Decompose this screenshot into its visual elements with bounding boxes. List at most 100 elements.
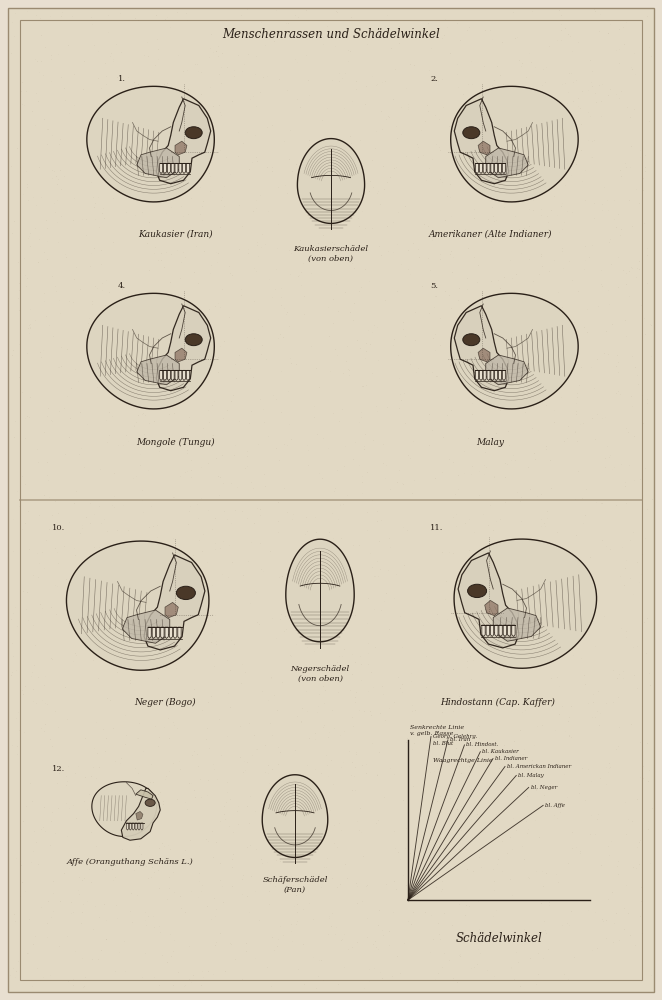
Ellipse shape xyxy=(185,127,202,139)
Text: Negerschädel
(von oben): Negerschädel (von oben) xyxy=(291,665,350,683)
Polygon shape xyxy=(66,541,209,670)
Text: Menschenrassen und Schädelwinkel: Menschenrassen und Schädelwinkel xyxy=(222,28,440,41)
Polygon shape xyxy=(478,141,490,155)
Text: bl. Kaukasier: bl. Kaukasier xyxy=(483,749,519,754)
Polygon shape xyxy=(187,370,189,380)
Polygon shape xyxy=(493,608,541,641)
Text: Kaukasier (Iran): Kaukasier (Iran) xyxy=(138,230,213,239)
Text: Kaukasierschädel
(von oben): Kaukasierschädel (von oben) xyxy=(293,245,369,263)
Polygon shape xyxy=(475,370,479,380)
Text: Schäferschädel
(Pan): Schäferschädel (Pan) xyxy=(262,876,328,894)
Polygon shape xyxy=(491,163,494,174)
Text: 12.: 12. xyxy=(52,765,66,773)
Polygon shape xyxy=(137,355,179,385)
Polygon shape xyxy=(137,148,179,178)
Text: Amerikaner (Alte Indianer): Amerikaner (Alte Indianer) xyxy=(428,230,551,239)
Polygon shape xyxy=(262,775,328,857)
Polygon shape xyxy=(171,163,174,174)
Polygon shape xyxy=(487,163,490,174)
Polygon shape xyxy=(183,163,185,174)
Polygon shape xyxy=(495,370,498,380)
Ellipse shape xyxy=(463,127,480,139)
Text: Neger (Bogo): Neger (Bogo) xyxy=(134,698,196,707)
Polygon shape xyxy=(87,86,214,202)
Polygon shape xyxy=(121,788,160,840)
Polygon shape xyxy=(502,163,505,174)
Polygon shape xyxy=(87,293,214,409)
Polygon shape xyxy=(451,86,578,202)
Polygon shape xyxy=(482,625,485,637)
Polygon shape xyxy=(297,139,365,223)
Polygon shape xyxy=(503,625,506,637)
Ellipse shape xyxy=(176,586,195,600)
Polygon shape xyxy=(141,823,143,830)
Polygon shape xyxy=(144,555,205,650)
Polygon shape xyxy=(491,370,494,380)
Polygon shape xyxy=(486,625,489,637)
Text: 5.: 5. xyxy=(430,282,438,290)
Polygon shape xyxy=(175,348,187,362)
Polygon shape xyxy=(175,163,178,174)
Polygon shape xyxy=(451,293,578,409)
Polygon shape xyxy=(156,627,160,639)
Polygon shape xyxy=(92,782,157,836)
Polygon shape xyxy=(126,823,128,830)
Polygon shape xyxy=(179,163,182,174)
Polygon shape xyxy=(165,627,168,639)
Polygon shape xyxy=(512,625,515,637)
Polygon shape xyxy=(136,811,143,820)
Polygon shape xyxy=(171,370,174,380)
Polygon shape xyxy=(169,627,173,639)
Polygon shape xyxy=(502,370,505,380)
Polygon shape xyxy=(183,370,185,380)
Text: bl. Blut: bl. Blut xyxy=(433,741,453,746)
Text: bl. Indianer: bl. Indianer xyxy=(495,756,527,761)
Polygon shape xyxy=(485,600,498,616)
Text: bl. Americkan Indianer: bl. Americkan Indianer xyxy=(507,764,571,769)
Polygon shape xyxy=(148,627,151,639)
Polygon shape xyxy=(122,610,169,643)
Polygon shape xyxy=(454,99,508,184)
Text: Waagrechtge Linie: Waagrechtge Linie xyxy=(433,758,493,763)
Ellipse shape xyxy=(185,334,202,346)
Polygon shape xyxy=(478,348,490,362)
Text: bl. Malay: bl. Malay xyxy=(518,773,544,778)
Ellipse shape xyxy=(467,584,487,598)
Polygon shape xyxy=(136,790,153,799)
Text: Schädelwinkel: Schädelwinkel xyxy=(455,932,542,945)
Polygon shape xyxy=(164,163,167,174)
Text: Senkrechte Linie
v. gelb. Rasse: Senkrechte Linie v. gelb. Rasse xyxy=(410,725,464,736)
Text: bl. Hindost.: bl. Hindost. xyxy=(467,742,498,747)
Polygon shape xyxy=(179,370,182,380)
Polygon shape xyxy=(187,163,189,174)
Text: bl. Affe: bl. Affe xyxy=(545,803,565,808)
Text: 2.: 2. xyxy=(430,75,438,83)
Text: Affe (Oranguthang Schäns L.): Affe (Oranguthang Schäns L.) xyxy=(67,858,193,866)
Polygon shape xyxy=(167,163,170,174)
Polygon shape xyxy=(156,306,211,391)
Ellipse shape xyxy=(463,334,480,346)
Text: 1.: 1. xyxy=(118,75,126,83)
Polygon shape xyxy=(156,99,211,184)
Polygon shape xyxy=(458,553,519,648)
Polygon shape xyxy=(132,823,134,830)
Polygon shape xyxy=(487,370,490,380)
Polygon shape xyxy=(499,625,502,637)
Polygon shape xyxy=(286,539,354,642)
Polygon shape xyxy=(454,539,596,668)
Polygon shape xyxy=(479,163,483,174)
Polygon shape xyxy=(508,625,511,637)
Text: 10.: 10. xyxy=(52,524,66,532)
Polygon shape xyxy=(175,141,187,155)
Text: 4.: 4. xyxy=(118,282,126,290)
Text: Mongole (Tungu): Mongole (Tungu) xyxy=(136,438,214,447)
FancyBboxPatch shape xyxy=(8,8,654,992)
Text: bl. Neger: bl. Neger xyxy=(531,785,557,790)
Polygon shape xyxy=(498,163,502,174)
Polygon shape xyxy=(486,355,528,385)
Polygon shape xyxy=(165,602,178,618)
Polygon shape xyxy=(491,625,494,637)
Text: Hindostann (Cap. Kaffer): Hindostann (Cap. Kaffer) xyxy=(441,698,555,707)
Polygon shape xyxy=(167,370,170,380)
Polygon shape xyxy=(160,163,163,174)
